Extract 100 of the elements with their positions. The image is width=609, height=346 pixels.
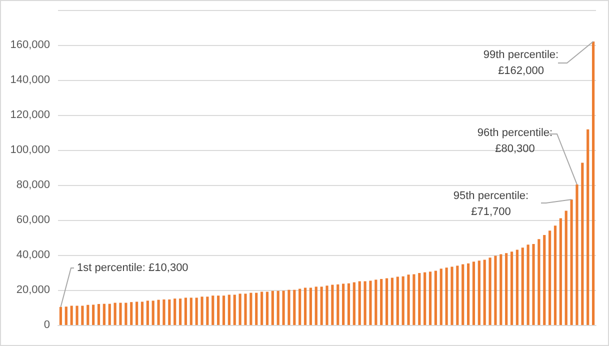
bar [543,235,546,325]
annotation: 96th percentile: £80,300 [477,127,553,155]
bar [456,266,459,325]
bar [233,294,236,325]
bar [222,296,226,325]
y-tick-label: 0 [44,319,50,331]
bar [526,244,530,325]
bar [81,306,84,325]
y-tick-label: 60,000 [16,214,50,226]
bar [510,252,514,325]
bar [538,239,540,325]
bar [320,286,323,325]
y-tick-label: 120,000 [10,109,50,121]
bar [108,304,111,325]
bar [293,290,296,325]
bar [581,162,584,325]
y-tick-label: 160,000 [10,39,50,51]
bar [358,281,361,325]
bar [136,302,138,325]
bar [532,244,535,325]
bar [402,276,404,325]
bar [505,253,508,325]
bar [217,296,220,325]
annotation: 1st percentile: £10,300 [77,262,188,274]
bar [462,264,464,325]
bar [260,292,264,325]
bar [478,260,480,325]
bar [424,272,426,325]
bar [347,283,350,325]
bar [559,218,562,325]
bar [282,290,285,325]
bar [483,260,486,325]
bar [255,292,258,325]
bar [228,294,230,325]
bar [97,304,100,325]
bar [124,302,128,325]
bar [466,263,470,325]
bar [184,298,188,325]
bar [472,262,476,325]
annotation: 95th percentile: £71,700 [453,190,529,218]
bar [586,129,590,325]
bar [298,288,302,325]
bar [521,248,524,325]
bar [102,304,106,325]
bar [385,278,388,325]
bar [244,294,247,325]
bar [146,300,149,325]
bar [314,286,318,325]
bar [488,258,492,325]
bar [266,292,269,325]
bar [152,300,154,325]
bar [157,300,160,325]
bar [364,281,366,325]
bar [140,302,144,325]
bar [200,296,204,325]
bar [576,184,578,325]
bar [342,284,345,325]
bar [440,268,442,325]
bar [130,302,133,325]
bar [59,306,62,325]
bar [119,302,122,325]
bar [445,268,448,325]
bar [114,302,116,325]
bar [352,282,356,325]
y-tick-label: 140,000 [10,74,50,86]
bar [396,276,399,325]
bar [326,286,328,325]
bar [178,298,182,325]
y-tick-label: 40,000 [16,249,50,261]
bar [206,296,209,325]
y-tick-label: 100,000 [10,144,50,156]
bar [304,288,307,325]
bar [174,298,176,325]
y-tick-label: 80,000 [16,179,50,191]
y-tick-label: 20,000 [16,284,50,296]
bar [271,290,274,325]
bar [195,298,198,325]
bar [64,306,68,325]
bar [162,299,166,325]
bar [434,270,437,325]
bar [548,230,552,325]
bar [494,256,497,325]
bar [331,284,334,325]
bar [500,254,502,325]
bar [554,226,557,325]
bar [336,284,340,325]
bar [276,290,280,325]
bar [76,306,78,325]
bar [407,274,410,325]
bar [92,304,95,325]
bar [450,266,454,325]
bar [564,210,568,325]
bar [250,292,252,325]
bar [412,274,416,325]
bar [592,42,595,325]
bar [418,273,421,325]
annotation: 99th percentile: £162,000 [483,49,559,77]
bar [570,200,573,325]
bar [288,290,290,325]
bar [70,306,73,325]
